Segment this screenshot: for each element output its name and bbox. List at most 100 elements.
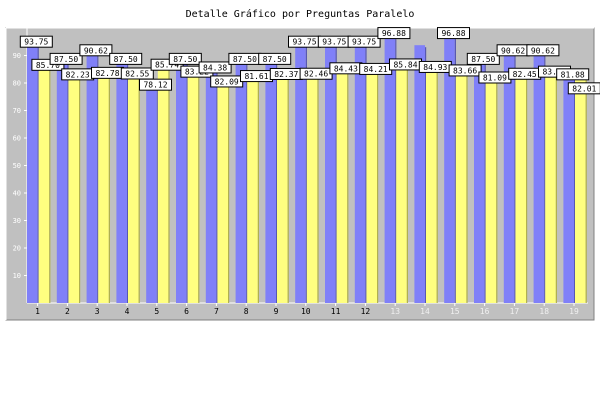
- value-label-series-1-13-box: [377, 27, 411, 40]
- y-tick-label: 50: [13, 162, 21, 170]
- bar-shadow-1-14: [425, 47, 427, 303]
- bar-series-2-1: [38, 67, 50, 303]
- value-label-series-2-4-box: [120, 67, 154, 80]
- bar-shadow-1-1: [37, 47, 39, 303]
- bar-shadow-1-16: [484, 64, 486, 303]
- bar-shadow-2-5: [168, 69, 170, 303]
- x-tick-label: 12: [361, 307, 371, 316]
- bar-shadow-1-9: [276, 64, 278, 303]
- x-tick-label: 19: [569, 307, 579, 316]
- bar-shadow-1-10: [305, 47, 307, 303]
- value-label-series-2-10-text: 82.46: [304, 70, 328, 79]
- bar-series-1-14: [414, 45, 425, 303]
- value-label-series-2-2: 82.23: [61, 68, 95, 81]
- value-label-series-2-5-text: 85.74: [155, 61, 179, 70]
- value-label-series-1-7: 84.38: [198, 61, 232, 74]
- bar-series-1-18: [533, 53, 545, 303]
- x-tick-label: 13: [390, 307, 400, 316]
- bar-series-1-19: [563, 77, 574, 303]
- x-tick-label: 15: [450, 307, 460, 316]
- bar-shadow-2-6: [198, 76, 200, 304]
- value-label-series-1-15: 96.88: [437, 27, 470, 40]
- bar-shadow-2-9: [287, 78, 289, 303]
- value-label-series-1-9: 87.50: [258, 52, 292, 65]
- bar-series-2-12: [366, 71, 377, 303]
- chart-title: Detalle Gráfico por Preguntas Paralelo: [186, 8, 415, 20]
- bar-shadow-2-3: [108, 77, 110, 303]
- bar-shadow-2-12: [377, 73, 379, 303]
- value-label-series-2-11: 84.43: [329, 62, 363, 75]
- x-tick-label: 8: [244, 307, 249, 316]
- bar-series-2-18: [545, 74, 556, 304]
- x-tick-label: 6: [184, 307, 189, 316]
- x-tick-label: 9: [274, 307, 279, 316]
- bar-shadow-2-7: [228, 79, 230, 303]
- bar-shadow-1-2: [67, 64, 69, 303]
- value-label-series-1-2-box: [49, 52, 83, 65]
- bar-series-1-6: [176, 62, 187, 303]
- value-label-series-2-14: 84.93: [418, 60, 452, 73]
- bar-series-1-7: [205, 70, 217, 303]
- value-label-series-2-15: 83.66: [448, 64, 482, 77]
- bar-series-2-17: [515, 76, 526, 303]
- bar-shadow-1-19: [574, 79, 576, 303]
- value-label-series-2-15-box: [448, 64, 482, 77]
- value-label-series-1-5-box: [139, 78, 172, 91]
- bar-shadow-1-13: [395, 38, 397, 304]
- y-tick-label: 90: [13, 52, 21, 60]
- bar-series-1-5: [146, 88, 157, 303]
- x-tick-label: 2: [65, 307, 70, 316]
- value-label-series-2-7: 82.09: [210, 75, 244, 88]
- x-tick-label: 1: [35, 307, 40, 316]
- value-label-series-1-8: 87.50: [228, 52, 262, 65]
- value-label-series-2-13-text: 85.84: [393, 60, 417, 69]
- bar-series-2-19: [575, 77, 586, 303]
- value-label-series-2-13: 85.84: [389, 58, 422, 71]
- bar-series-2-15: [455, 72, 467, 303]
- value-label-series-2-3: 82.78: [91, 66, 124, 79]
- y-tick-label: 40: [13, 190, 21, 198]
- bar-shadow-2-17: [526, 78, 528, 303]
- value-label-series-2-10: 82.46: [299, 67, 333, 80]
- bar-shadow-1-12: [365, 47, 367, 303]
- bar-shadow-1-4: [127, 64, 129, 303]
- x-tick-label: 11: [331, 307, 341, 316]
- value-label-series-1-9-box: [258, 52, 292, 65]
- value-label-series-2-9: 82.37: [269, 67, 303, 80]
- value-label-series-1-2-text: 87.50: [54, 55, 78, 64]
- bar-shadow-1-15: [454, 38, 456, 304]
- value-label-series-2-16-text: 81.09: [483, 74, 507, 83]
- bar-shadow-1-6: [186, 64, 188, 303]
- bar-series-1-10: [295, 45, 306, 303]
- value-label-series-1-4: 87.50: [109, 52, 143, 65]
- value-label-series-1-6-text: 87.50: [173, 55, 197, 64]
- value-label-series-1-18-text: 90.62: [531, 46, 555, 55]
- value-label-series-1-16-box: [466, 52, 500, 65]
- bar-series-1-3: [86, 53, 98, 303]
- bar-shadow-2-15: [466, 74, 468, 303]
- bar-series-2-6: [187, 74, 199, 304]
- y-tick-label: 60: [13, 135, 21, 143]
- bar-series-1-16: [474, 62, 485, 303]
- value-label-series-1-3: 90.62: [79, 44, 113, 57]
- value-label-series-1-1-text: 93.75: [24, 38, 48, 47]
- bar-shadow-2-18: [555, 76, 557, 304]
- bar-shadow-2-10: [317, 78, 319, 303]
- value-label-series-2-15-text: 83.66: [453, 66, 477, 75]
- bar-shadow-2-8: [257, 80, 259, 303]
- value-label-series-1-17-text: 90.62: [501, 46, 525, 55]
- value-label-series-1-18-box: [526, 44, 560, 57]
- value-label-series-1-1-box: [19, 35, 53, 48]
- value-label-series-1-18: 90.62: [526, 44, 560, 57]
- bar-series-2-4: [128, 75, 139, 303]
- bar-series-2-13: [396, 66, 407, 303]
- x-tick-label: 17: [510, 307, 520, 316]
- y-tick-label: 10: [13, 272, 21, 280]
- value-label-series-1-9-text: 87.50: [263, 55, 287, 64]
- value-label-series-1-13-text: 96.88: [382, 29, 406, 38]
- bar-series-2-2: [68, 76, 79, 304]
- x-tick-label: 3: [95, 307, 100, 316]
- value-label-series-1-12: 93.75: [347, 35, 381, 48]
